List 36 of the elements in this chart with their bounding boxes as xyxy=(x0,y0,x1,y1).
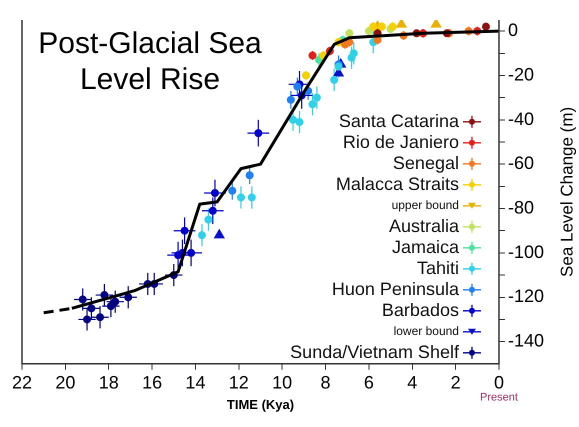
y-tick-label: -80 xyxy=(508,198,534,218)
y-tick-label: -60 xyxy=(508,153,534,174)
x-tick-label: 14 xyxy=(185,372,206,393)
x-tick-label: 16 xyxy=(142,372,162,393)
x-tick-label: 4 xyxy=(407,372,418,393)
y-tick-label: 0 xyxy=(508,20,518,40)
x-tick-label: 18 xyxy=(98,372,119,393)
legend-label: Jamaica xyxy=(392,236,460,257)
x-tick-label: 12 xyxy=(228,372,249,393)
x-tick-label: 20 xyxy=(55,372,76,393)
y-tick-label: -140 xyxy=(508,330,544,351)
legend-label: Huon Peninsula xyxy=(332,278,460,299)
y-tick-label: -120 xyxy=(508,286,544,306)
x-tick-label: 0 xyxy=(494,372,504,393)
legend-label: Malacca Straits xyxy=(336,174,459,194)
y-tick-label: -40 xyxy=(508,108,534,129)
x-axis-title: TIME (Kya) xyxy=(226,396,294,412)
legend-label: Sunda/Vietnam Shelf xyxy=(290,342,460,362)
x-tick-label: 22 xyxy=(12,372,32,393)
legend-label: Santa Catarina xyxy=(338,110,460,131)
y-tick-label: -100 xyxy=(508,242,544,262)
legend-label: lower bound xyxy=(394,324,459,338)
x-tick-label: 2 xyxy=(450,372,461,393)
y-tick-label: -20 xyxy=(508,64,534,84)
legend-label: upper bound xyxy=(392,198,459,212)
text: Post-Glacial Sea Level Rise xyxy=(37,26,263,98)
legend-label: Barbados xyxy=(382,300,459,320)
x-tick-label: 10 xyxy=(272,372,292,393)
x-tick-label: 8 xyxy=(320,372,331,393)
legend-label: Tahiti xyxy=(416,258,459,278)
legend-label: Senegal xyxy=(392,152,459,173)
text: Present xyxy=(480,391,518,404)
y-axis-title: Sea Level Change (m) xyxy=(558,106,577,277)
x-tick-label: 6 xyxy=(364,372,374,393)
legend-label: Rio de Janiero xyxy=(342,132,459,152)
legend-label: Australia xyxy=(388,216,460,236)
